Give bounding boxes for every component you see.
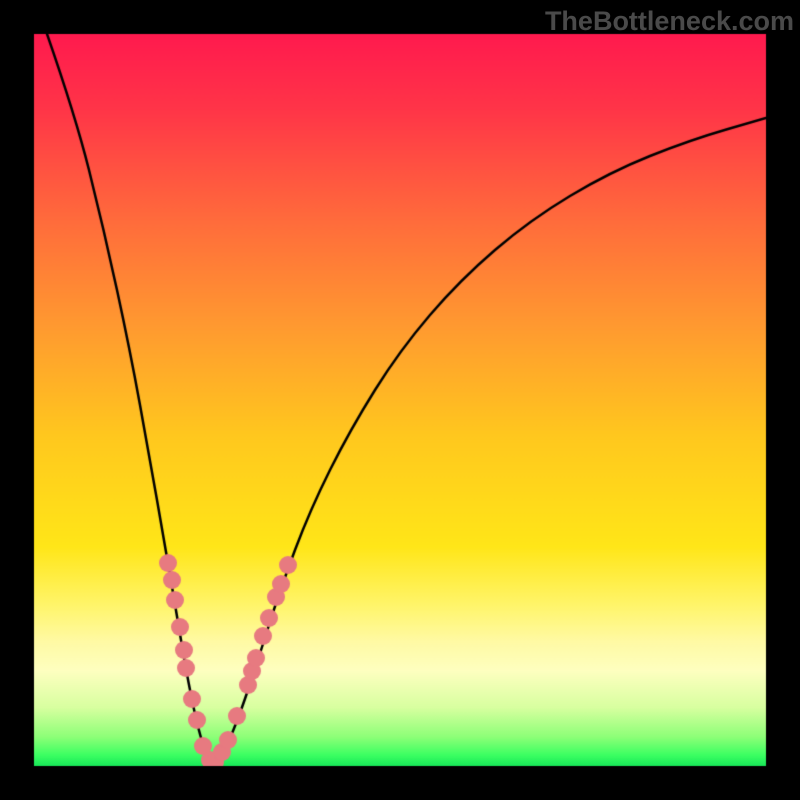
watermark-text: TheBottleneck.com bbox=[545, 6, 794, 37]
bottleneck-chart-canvas bbox=[0, 0, 800, 800]
